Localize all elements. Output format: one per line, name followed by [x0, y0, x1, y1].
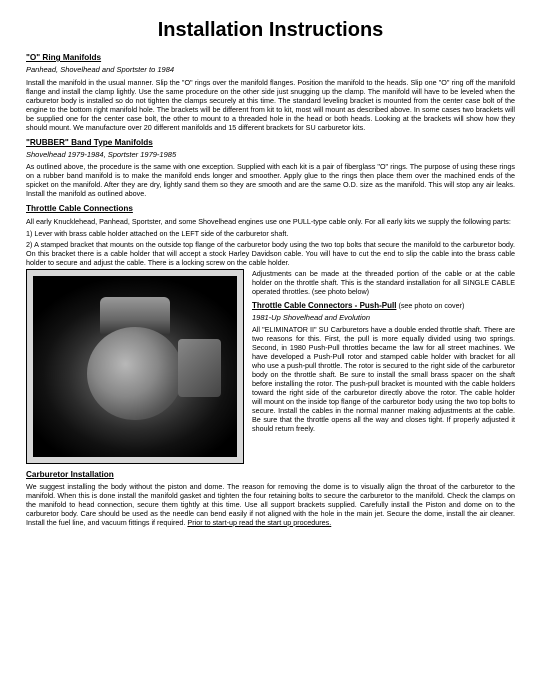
heading-push-pull-line: Throttle Cable Connectors - Push-Pull (s…	[252, 301, 515, 311]
subheading-push-pull: 1981-Up Shovelhead and Evolution	[252, 313, 515, 322]
body-carb-install: We suggest installing the body without t…	[26, 482, 515, 527]
heading-carb-install: Carburetor Installation	[26, 470, 515, 480]
carb-body-shape	[87, 327, 182, 420]
throttle-item-1: 1) Lever with brass cable holder attache…	[26, 229, 515, 238]
two-column-region: Adjustments can be made at the threaded …	[26, 269, 515, 464]
subheading-o-ring: Panhead, Shovelhead and Sportster to 198…	[26, 65, 515, 74]
carb-side-shape	[178, 339, 221, 397]
body-o-ring: Install the manifold in the usual manner…	[26, 78, 515, 132]
throttle-intro: All early Knucklehead, Panhead, Sportste…	[26, 217, 515, 226]
subheading-rubber: Shovelhead 1979-1984, Sportster 1979-198…	[26, 150, 515, 159]
right-column: Adjustments can be made at the threaded …	[252, 269, 515, 464]
heading-o-ring: "O" Ring Manifolds	[26, 53, 515, 63]
right-p2: All "ELIMINATOR II" SU Carburetors have …	[252, 325, 515, 433]
page-title: Installation Instructions	[26, 18, 515, 43]
right-p1: Adjustments can be made at the threaded …	[252, 269, 515, 296]
carb-install-tail: Prior to start-up read the start up proc…	[187, 518, 331, 527]
throttle-item-2: 2) A stamped bracket that mounts on the …	[26, 240, 515, 267]
heading-push-pull: Throttle Cable Connectors - Push-Pull	[252, 301, 396, 310]
heading-push-pull-note: (see photo on cover)	[396, 301, 464, 310]
heading-rubber: "RUBBER" Band Type Manifolds	[26, 138, 515, 148]
carburetor-photo	[26, 269, 244, 464]
heading-throttle: Throttle Cable Connections	[26, 204, 515, 214]
body-rubber: As outlined above, the procedure is the …	[26, 162, 515, 198]
